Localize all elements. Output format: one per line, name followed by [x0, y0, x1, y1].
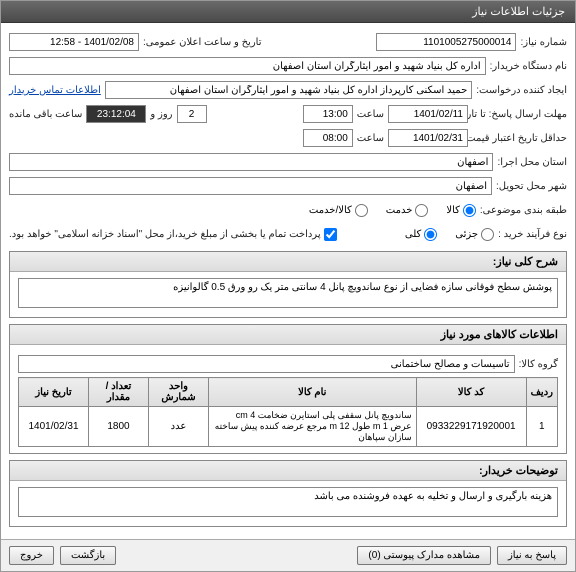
desc-section: شرح کلی نیاز: [9, 251, 567, 318]
reply-button[interactable]: پاسخ به نیاز [497, 546, 567, 565]
buy-type-label: نوع فرآیند خرید : [498, 229, 567, 240]
buy-total-option[interactable]: کلی [405, 228, 437, 241]
contact-link[interactable]: اطلاعات تماس خریدار [9, 85, 101, 96]
attachments-button[interactable]: مشاهده مدارک پیوستی (0) [357, 546, 491, 565]
payment-note: پرداخت تمام یا بخشی از مبلغ خرید،از محل … [9, 229, 321, 240]
cat-both-text: کالا/خدمت [309, 205, 352, 216]
cat-service-option[interactable]: خدمت [386, 204, 429, 217]
buy-partial-text: جزئی [455, 229, 478, 240]
cell-date: 1401/02/31 [19, 407, 89, 447]
exec-prov-input[interactable] [9, 153, 493, 171]
deadline-date[interactable] [388, 105, 468, 123]
goods-table: ردیف کد کالا نام کالا واحد شمارش تعداد /… [18, 377, 558, 447]
cell-code: 0933229171920001 [416, 407, 526, 447]
back-button[interactable]: بازگشت [60, 546, 116, 565]
buyer-input[interactable] [9, 57, 486, 75]
announce-input[interactable] [9, 33, 139, 51]
need-no-label: شماره نیاز: [520, 37, 567, 48]
goods-section: اطلاعات کالاهای مورد نیاز گروه کالا: ردی… [9, 324, 567, 454]
valid-time[interactable] [303, 129, 353, 147]
time-label-1: ساعت [357, 109, 384, 120]
remain-label: ساعت باقی مانده [9, 109, 82, 120]
deadline-label: مهلت ارسال پاسخ: تا تاریخ: [472, 109, 567, 120]
day-and-label: روز و [150, 109, 172, 120]
cat-both-radio[interactable] [355, 204, 368, 217]
col-name: نام کالا [209, 378, 417, 407]
cat-service-text: خدمت [386, 205, 413, 216]
panel-body: شماره نیاز: تاریخ و ساعت اعلان عمومی: نا… [1, 23, 575, 539]
buy-total-radio[interactable] [424, 228, 437, 241]
buyer-notes-text[interactable] [18, 487, 558, 517]
desc-text[interactable] [18, 278, 558, 308]
col-code: کد کالا [416, 378, 526, 407]
cell-row: 1 [526, 407, 557, 447]
time-label-2: ساعت [357, 133, 384, 144]
panel-title: جزئیات اطلاعات نیاز [1, 1, 575, 23]
requester-input[interactable] [105, 81, 472, 99]
goods-header: اطلاعات کالاهای مورد نیاز [10, 325, 566, 345]
buyer-notes-section: توضیحات خریدار: [9, 460, 567, 527]
col-qty: تعداد / مقدار [89, 378, 149, 407]
cat-label: طبقه بندی موضوعی: [480, 205, 567, 216]
exit-button[interactable]: خروج [9, 546, 54, 565]
buyer-notes-header: توضیحات خریدار: [10, 461, 566, 481]
details-panel: جزئیات اطلاعات نیاز شماره نیاز: تاریخ و … [0, 0, 576, 572]
col-unit: واحد شمارش [149, 378, 209, 407]
buyer-label: نام دستگاه خریدار: [490, 61, 567, 72]
goods-group-input[interactable] [18, 355, 515, 373]
cat-goods-text: کالا [446, 205, 460, 216]
days-input[interactable] [177, 105, 207, 123]
table-row[interactable]: 1 0933229171920001 ساندویچ پانل سقفی پلی… [19, 407, 558, 447]
col-date: تاریخ نیاز [19, 378, 89, 407]
desc-header: شرح کلی نیاز: [10, 252, 566, 272]
requester-label: ایجاد کننده درخواست: [476, 85, 567, 96]
payment-check[interactable] [324, 228, 337, 241]
col-row: ردیف [526, 378, 557, 407]
need-no-input[interactable] [376, 33, 516, 51]
goods-group-label: گروه کالا: [519, 359, 558, 370]
cat-goods-radio[interactable] [463, 204, 476, 217]
cat-service-radio[interactable] [415, 204, 428, 217]
valid-date[interactable] [388, 129, 468, 147]
countdown [86, 105, 146, 123]
cell-name: ساندویچ پانل سقفی پلی استایرن ضخامت 4 cm… [209, 407, 417, 447]
buy-partial-radio[interactable] [481, 228, 494, 241]
deliv-city-input[interactable] [9, 177, 492, 195]
deliv-city-label: شهر محل تحویل: [496, 181, 567, 192]
cell-qty: 1800 [89, 407, 149, 447]
deadline-time[interactable] [303, 105, 353, 123]
cat-goods-option[interactable]: کالا [446, 204, 476, 217]
cat-both-option[interactable]: کالا/خدمت [309, 204, 368, 217]
footer-bar: پاسخ به نیاز مشاهده مدارک پیوستی (0) باز… [1, 539, 575, 571]
exec-prov-label: استان محل اجرا: [497, 157, 567, 168]
cell-unit: عدد [149, 407, 209, 447]
buy-total-text: کلی [405, 229, 421, 240]
announce-label: تاریخ و ساعت اعلان عمومی: [143, 37, 262, 48]
valid-label: حداقل تاریخ اعتبار قیمت: تا تاریخ: [472, 133, 567, 144]
buy-partial-option[interactable]: جزئی [455, 228, 494, 241]
